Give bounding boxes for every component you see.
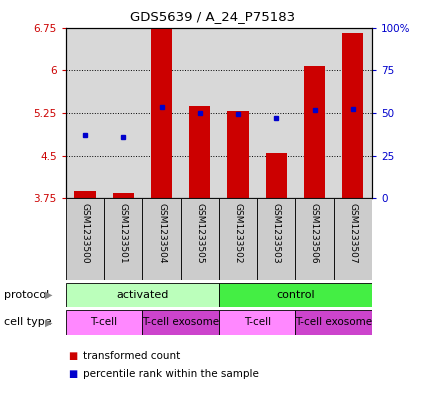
Bar bbox=[334, 198, 372, 280]
Text: cell type: cell type bbox=[4, 318, 52, 327]
Bar bbox=[74, 191, 96, 198]
Bar bbox=[66, 310, 142, 335]
Bar bbox=[266, 153, 287, 198]
Text: protocol: protocol bbox=[4, 290, 49, 300]
Bar bbox=[219, 198, 257, 280]
Text: percentile rank within the sample: percentile rank within the sample bbox=[83, 369, 259, 379]
Bar bbox=[295, 310, 372, 335]
Text: GSM1233502: GSM1233502 bbox=[233, 202, 243, 263]
Text: T-cell exosome: T-cell exosome bbox=[142, 318, 219, 327]
Bar bbox=[219, 310, 295, 335]
Bar bbox=[295, 198, 334, 280]
Bar bbox=[181, 198, 219, 280]
Text: control: control bbox=[276, 290, 314, 300]
Bar bbox=[151, 29, 172, 198]
Bar bbox=[257, 198, 295, 280]
Text: GDS5639 / A_24_P75183: GDS5639 / A_24_P75183 bbox=[130, 10, 295, 23]
Text: activated: activated bbox=[116, 290, 169, 300]
Bar bbox=[66, 283, 219, 307]
Bar bbox=[304, 66, 325, 198]
Bar bbox=[66, 198, 104, 280]
Text: GSM1233503: GSM1233503 bbox=[272, 202, 281, 263]
Text: GSM1233505: GSM1233505 bbox=[195, 202, 204, 263]
Text: GSM1233500: GSM1233500 bbox=[80, 202, 90, 263]
Bar bbox=[342, 33, 363, 198]
Text: ▶: ▶ bbox=[45, 290, 53, 300]
Bar bbox=[142, 310, 219, 335]
Bar bbox=[227, 111, 249, 198]
Text: GSM1233507: GSM1233507 bbox=[348, 202, 357, 263]
Bar bbox=[113, 193, 134, 198]
Text: ▶: ▶ bbox=[45, 318, 53, 327]
Text: GSM1233506: GSM1233506 bbox=[310, 202, 319, 263]
Text: T-cell: T-cell bbox=[244, 318, 271, 327]
Bar bbox=[142, 198, 181, 280]
Text: ■: ■ bbox=[68, 369, 77, 379]
Text: T-cell: T-cell bbox=[91, 318, 118, 327]
Bar bbox=[219, 283, 372, 307]
Text: GSM1233504: GSM1233504 bbox=[157, 202, 166, 263]
Bar bbox=[189, 106, 210, 198]
Text: transformed count: transformed count bbox=[83, 351, 180, 361]
Text: GSM1233501: GSM1233501 bbox=[119, 202, 128, 263]
Bar bbox=[104, 198, 142, 280]
Text: T-cell exosome: T-cell exosome bbox=[295, 318, 372, 327]
Text: ■: ■ bbox=[68, 351, 77, 361]
